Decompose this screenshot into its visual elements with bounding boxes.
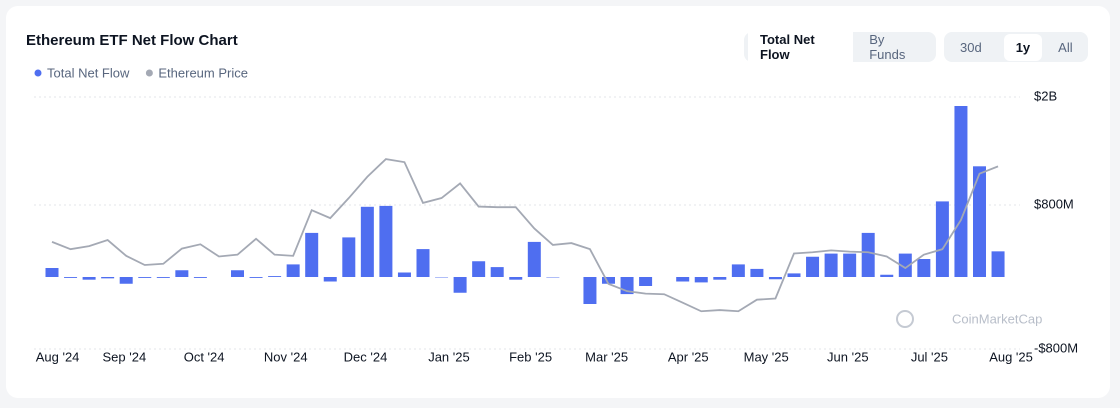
x-tick-label: Jul '25	[911, 349, 948, 364]
bar	[472, 261, 486, 277]
x-tick-label: Feb '25	[509, 349, 552, 364]
view-button[interactable]: By Funds	[869, 32, 906, 62]
watermark-logo	[896, 310, 914, 328]
bar	[917, 259, 931, 277]
bar	[453, 277, 467, 293]
watermark: CoinMarketCap	[952, 311, 1042, 326]
bar	[175, 270, 189, 277]
bar	[45, 268, 59, 277]
bar	[713, 277, 727, 280]
bar	[750, 268, 764, 277]
bar	[82, 277, 96, 280]
x-tick-label: Aug '25	[989, 349, 1033, 364]
bar	[379, 205, 393, 277]
bar	[286, 264, 300, 277]
y-tick-label: $800M	[1034, 196, 1074, 211]
range-button[interactable]: 30d	[960, 39, 982, 55]
bar	[731, 264, 745, 277]
bar	[806, 256, 820, 277]
bar	[861, 232, 875, 277]
bar	[768, 277, 782, 280]
view-button[interactable]: Total Net Flow	[748, 26, 854, 68]
bar	[991, 251, 1005, 277]
y-tick-label: $2B	[1034, 88, 1057, 103]
x-tick-label: Apr '25	[668, 349, 709, 364]
x-tick-label: Aug '24	[36, 349, 80, 364]
bar	[231, 270, 244, 277]
bar	[843, 253, 857, 277]
bar	[583, 277, 597, 304]
legend-label: Ethereum Price	[158, 65, 248, 80]
x-tick-label: Sep '24	[103, 349, 147, 364]
bar	[397, 272, 411, 277]
bar	[323, 277, 337, 282]
bar	[639, 277, 653, 286]
bar	[490, 267, 504, 277]
bar	[676, 277, 690, 282]
legend-label: Total Net Flow	[47, 65, 130, 80]
bar	[824, 253, 838, 277]
bar	[935, 201, 949, 277]
bar	[898, 253, 912, 277]
bar	[954, 106, 968, 277]
bar	[305, 232, 319, 277]
bar	[101, 277, 115, 279]
legend-swatch	[34, 69, 42, 77]
range-toggle: 30d 1y All	[944, 32, 1088, 62]
chart-title: Ethereum ETF Net Flow Chart	[26, 32, 238, 49]
bar	[119, 277, 133, 284]
price-line	[51, 158, 999, 313]
bar	[602, 277, 615, 284]
bar	[342, 237, 356, 277]
bar	[973, 166, 986, 277]
x-tick-label: May '25	[744, 349, 789, 364]
range-button[interactable]: 1y	[1003, 33, 1043, 61]
bar	[416, 249, 430, 277]
bar	[787, 273, 801, 277]
bar	[156, 277, 170, 278]
bar	[694, 277, 708, 283]
x-tick-label: Jan '25	[428, 349, 470, 364]
x-tick-label: Oct '24	[184, 349, 225, 364]
x-tick-label: Nov '24	[264, 349, 308, 364]
card: Total Net Flow By Funds 30d 1y All	[6, 6, 1110, 398]
bar	[64, 277, 78, 278]
bar	[880, 274, 894, 277]
bar	[527, 241, 541, 277]
bar	[193, 277, 207, 278]
bar	[249, 277, 263, 278]
y-tick-label: -$800M	[1034, 340, 1078, 355]
x-tick-label: Jun '25	[827, 349, 869, 364]
range-button[interactable]: All	[1058, 39, 1073, 55]
view-toggle: Total Net Flow By Funds	[744, 26, 936, 68]
x-tick-label: Dec '24	[344, 349, 388, 364]
bar	[509, 277, 523, 280]
bar	[360, 206, 374, 277]
x-tick-label: Mar '25	[585, 349, 628, 364]
bar	[138, 277, 152, 278]
bar	[268, 276, 282, 277]
legend-swatch	[145, 69, 153, 77]
